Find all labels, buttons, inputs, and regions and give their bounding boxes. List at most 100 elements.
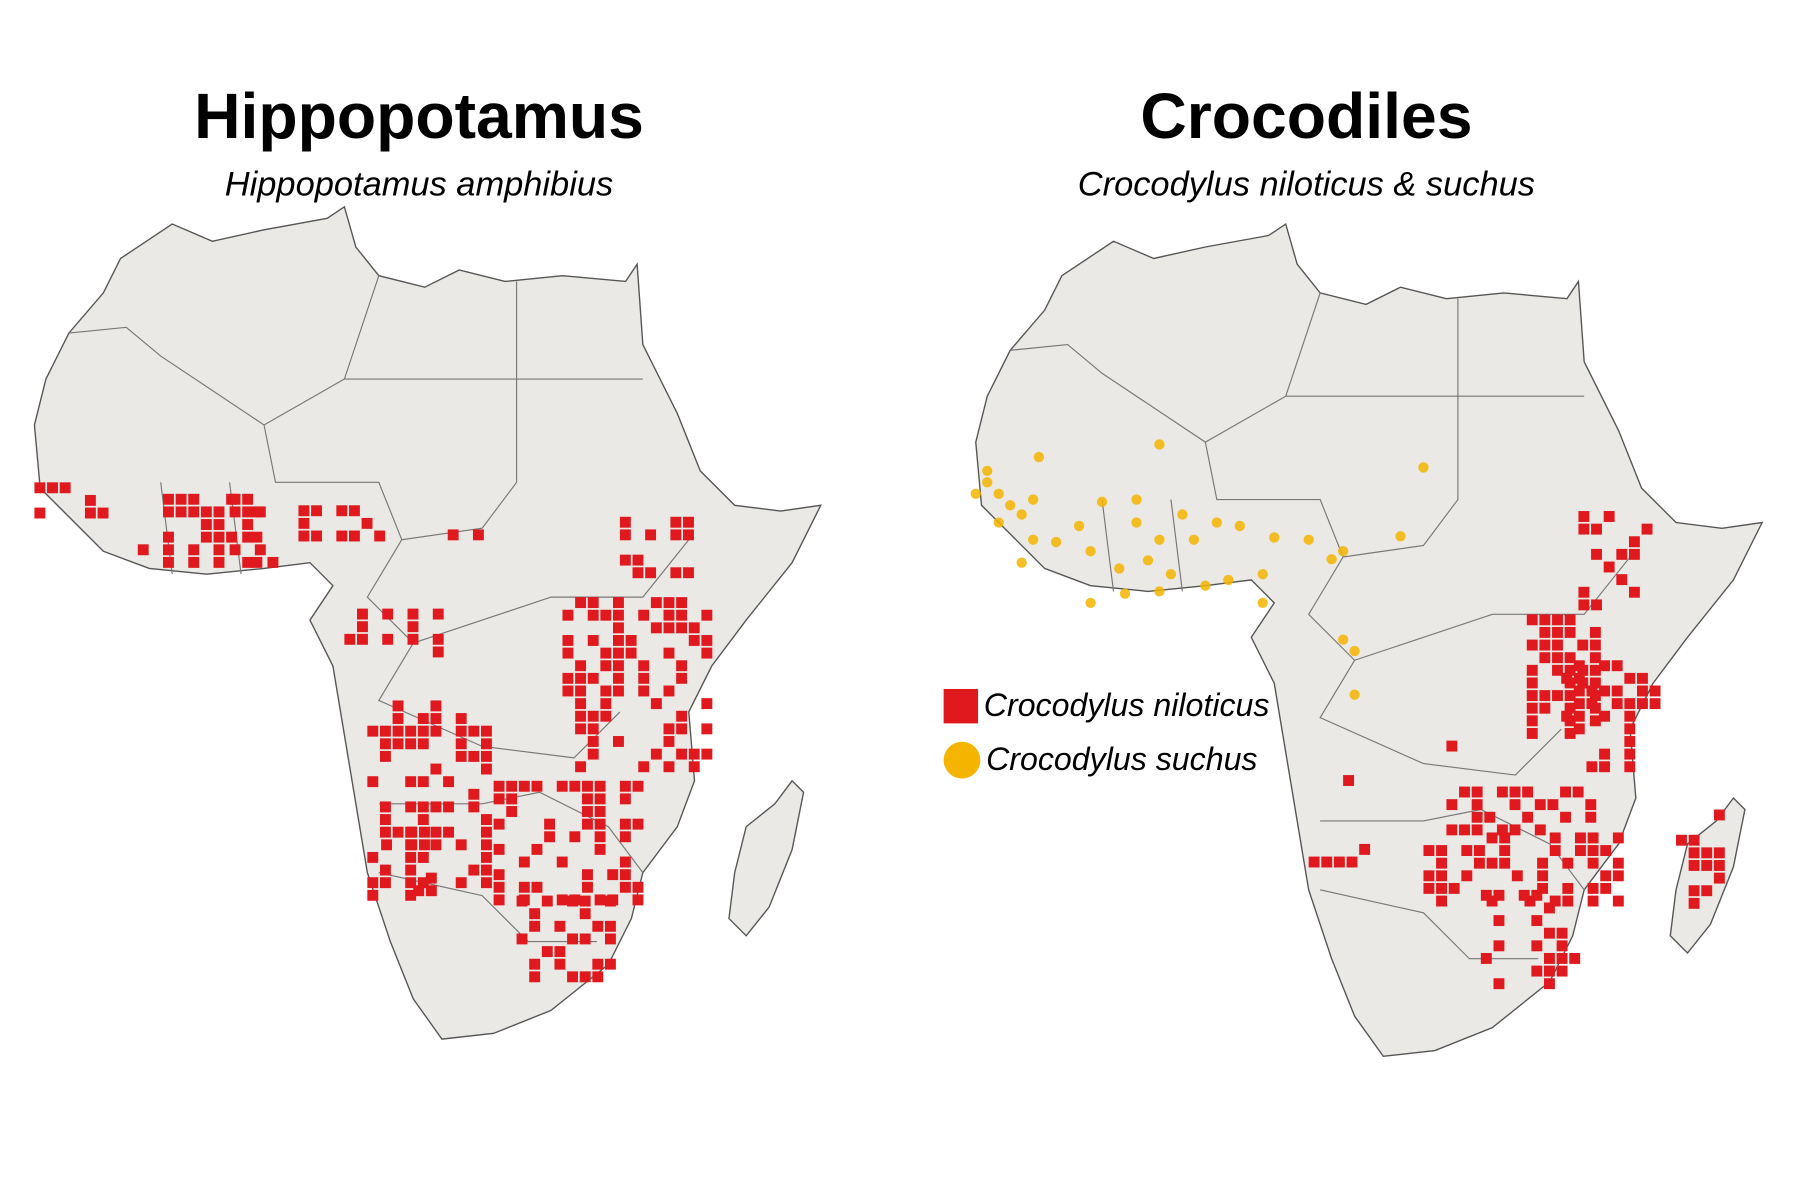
occurrence-cell	[663, 736, 675, 747]
occurrence-cell	[1564, 626, 1576, 638]
occurrence-dot	[1223, 574, 1234, 586]
occurrence-cell	[556, 856, 568, 868]
occurrence-cell	[592, 971, 604, 983]
occurrence-cell	[1591, 548, 1602, 560]
occurrence-cell	[1628, 586, 1640, 598]
occurrence-cell	[1585, 811, 1597, 823]
occurrence-cell	[417, 776, 429, 788]
occurrence-cell	[336, 505, 348, 517]
occurrence-cell	[1446, 824, 1458, 836]
occurrence-cell	[493, 881, 505, 893]
occurrence-cell	[468, 725, 480, 737]
occurrence-cell	[163, 531, 174, 543]
occurrence-cell	[97, 507, 109, 519]
occurrence-dot	[1257, 569, 1268, 580]
legend-label: Crocodylus niloticus	[984, 687, 1270, 723]
occurrence-cell	[650, 597, 662, 609]
occurrence-cell	[163, 493, 174, 505]
occurrence-cell	[650, 698, 662, 710]
occurrence-cell	[613, 660, 624, 672]
occurrence-cell	[632, 554, 644, 566]
occurrence-cell	[1346, 856, 1358, 868]
legend-label: Crocodylus suchus	[986, 741, 1257, 777]
occurrence-cell	[1589, 639, 1601, 651]
occurrence-cell	[1436, 895, 1448, 907]
occurrence-cell	[480, 814, 492, 825]
occurrence-cell	[1564, 664, 1576, 676]
occurrence-cell	[213, 519, 225, 530]
occurrence-cell	[663, 761, 675, 773]
occurrence-cell	[1531, 965, 1543, 977]
occurrence-cell	[361, 517, 373, 529]
occurrence-cell	[701, 647, 713, 659]
occurrence-cell	[518, 780, 530, 792]
occurrence-cell	[1423, 870, 1435, 882]
occurrence-cell	[1573, 672, 1585, 684]
occurrence-cell	[84, 507, 96, 519]
occurrence-dot	[1337, 634, 1349, 645]
occurrence-cell	[1713, 860, 1725, 871]
occurrence-cell	[1526, 727, 1538, 739]
occurrence-cell	[425, 885, 437, 897]
occurrence-cell	[379, 877, 391, 889]
occurrence-dot	[1027, 494, 1039, 505]
occurrence-cell	[529, 958, 541, 970]
occurrence-cell	[562, 685, 574, 697]
occurrence-cell	[1599, 660, 1611, 672]
occurrence-cell	[1484, 811, 1496, 823]
occurrence-cell	[1436, 845, 1448, 856]
occurrence-cell	[298, 517, 310, 529]
occurrence-cell	[84, 494, 96, 506]
occurrence-cell	[430, 725, 442, 737]
occurrence-cell	[638, 761, 650, 773]
occurrence-cell	[582, 806, 593, 817]
occurrence-cell	[1549, 832, 1561, 844]
occurrence-dot	[1016, 509, 1027, 520]
occurrence-cell	[670, 516, 682, 528]
occurrence-cell	[34, 507, 46, 519]
occurrence-cell	[425, 872, 437, 884]
occurrence-cell	[1459, 786, 1470, 798]
occurrence-cell	[632, 780, 644, 792]
occurrence-cell	[1552, 664, 1563, 676]
occurrence-cell	[1713, 847, 1725, 859]
occurrence-cell	[638, 660, 650, 672]
occurrence-cell	[587, 672, 599, 684]
occurrence-cell	[381, 839, 393, 851]
occurrence-cell	[47, 482, 58, 494]
occurrence-cell	[619, 831, 631, 843]
occurrence-cell	[1446, 740, 1458, 752]
occurrence-cell	[594, 793, 606, 805]
occurrence-cell	[676, 597, 688, 609]
occurrence-cell	[163, 556, 174, 568]
occurrence-cell	[468, 864, 480, 876]
occurrence-cell	[1537, 882, 1549, 894]
occurrence-cell	[1624, 698, 1636, 710]
occurrence-cell	[1562, 895, 1574, 907]
occurrence-cell	[468, 750, 480, 762]
occurrence-cell	[1544, 978, 1555, 990]
occurrence-cell	[1599, 710, 1611, 722]
occurrence-cell	[242, 519, 254, 530]
occurrence-cell	[600, 647, 612, 659]
occurrence-cell	[200, 531, 212, 543]
occurrence-cell	[1552, 652, 1563, 664]
occurrence-cell	[619, 554, 631, 566]
occurrence-cell	[407, 633, 419, 645]
occurrence-cell	[1575, 845, 1586, 856]
occurrence-cell	[405, 776, 417, 788]
occurrence-cell	[604, 920, 616, 932]
occurrence-cell	[1471, 786, 1483, 798]
occurrence-cell	[1603, 561, 1615, 573]
occurrence-cell	[379, 826, 391, 838]
occurrence-cell	[676, 748, 688, 760]
occurrence-cell	[229, 493, 241, 505]
occurrence-cell	[562, 672, 574, 684]
occurrence-cell	[1461, 845, 1473, 856]
occurrence-cell	[430, 763, 442, 775]
occurrence-cell	[344, 633, 356, 645]
occurrence-cell	[242, 506, 254, 518]
occurrence-dot	[982, 465, 993, 477]
occurrence-cell	[455, 750, 467, 762]
occurrence-cell	[1499, 845, 1511, 856]
